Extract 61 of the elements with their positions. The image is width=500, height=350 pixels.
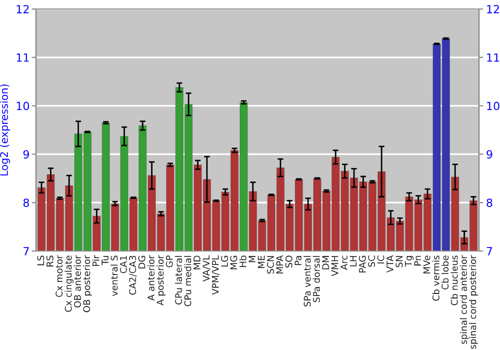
x-tick-label: A anterior <box>147 255 154 301</box>
x-tick-label: SCN <box>267 256 274 274</box>
x-tick-label: VTA <box>386 255 394 273</box>
x-tick-label: SN <box>396 256 403 268</box>
x-tick-label: ME <box>258 256 265 268</box>
y-tick-label: 11 <box>16 54 29 62</box>
x-tick-label: OB anterior <box>74 255 81 308</box>
y-tick-label: 7 <box>24 247 29 256</box>
x-tick-label: CA2/CA3 <box>129 256 137 295</box>
x-tick-label: Arc <box>340 256 348 270</box>
y-axis-title: Log2 (expression) <box>0 84 10 176</box>
x-tick-label: MPA <box>276 255 284 274</box>
y2-tick-label: 10 <box>487 102 500 110</box>
x-tick-label: OB posterior <box>83 255 92 312</box>
y2-tick-label: 7 <box>486 247 492 256</box>
x-tick-label: spinal cord anterior <box>460 255 469 344</box>
y-tick-label: 9 <box>23 150 29 159</box>
x-tick-label: MVe <box>423 256 430 274</box>
x-tick-label: Pir <box>92 255 100 266</box>
x-tick-label: Cx cingulate <box>64 256 74 312</box>
x-tick-label: VA/VL <box>202 255 210 282</box>
x-tick-label: CA1 <box>120 256 127 274</box>
x-tick-label: PAG <box>358 256 366 272</box>
x-tick-label: Pn <box>414 256 421 266</box>
x-tick-label: Hb <box>239 256 246 267</box>
y-tick-label: 8 <box>23 198 29 207</box>
x-tick-label: Cb vermis <box>432 256 440 301</box>
x-tick-label: CPu medial <box>184 256 192 306</box>
x-tick-label: spinal cord posterior <box>469 255 478 349</box>
x-tick-label: Cb lobe <box>441 256 449 290</box>
x-tick-label: SPa dorsal <box>312 256 320 302</box>
y2-tick-label: 11 <box>487 54 500 62</box>
x-tick-label: VPM/VPL <box>212 255 220 295</box>
x-tick-label: GP <box>166 255 173 268</box>
y2-tick-label: 12 <box>487 4 499 14</box>
y2-tick-label: 8 <box>486 198 492 207</box>
x-tick-label: Cx motor <box>56 255 63 297</box>
x-tick-label: VMH <box>331 256 338 276</box>
y-tick-label: 12 <box>16 4 29 14</box>
x-tick-label: IC <box>377 256 384 264</box>
x-tick-label: SO <box>285 256 292 268</box>
x-tick-label: SC <box>368 256 376 267</box>
y2-tick-label: 9 <box>486 150 492 159</box>
x-tick-label: CPu lateral <box>174 256 182 304</box>
x-tick-label: LG <box>221 256 228 266</box>
x-tick-label: DG <box>138 256 146 268</box>
x-tick-label: M <box>248 256 256 262</box>
x-tick-label: ventral S <box>110 256 118 296</box>
x-tick-label: Tu <box>102 256 109 266</box>
x-tick-label: RS <box>46 256 54 266</box>
x-tick-label: SPa ventral <box>304 256 311 306</box>
x-tick-label: MD <box>194 256 200 270</box>
x-tick-label: MG <box>230 256 238 270</box>
x-tick-label: Cb nucleus <box>450 256 458 306</box>
x-tick-label: A posterior <box>156 255 166 306</box>
x-tick-label: DM <box>322 256 329 270</box>
x-tick-label: LH <box>350 256 357 266</box>
x-tick-label: Pa <box>294 256 302 265</box>
x-tick-label: Tg <box>404 256 414 267</box>
x-tick-label: LS <box>37 256 44 266</box>
y-tick-label: 10 <box>16 102 30 110</box>
